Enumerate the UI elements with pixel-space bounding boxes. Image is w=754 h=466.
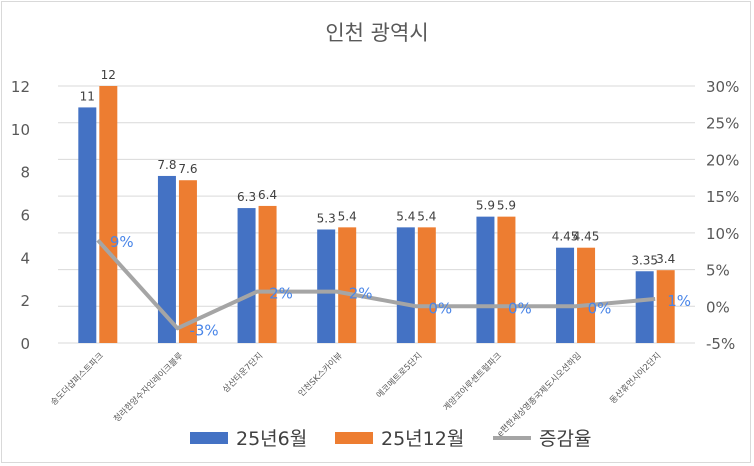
left-tick-label: 2 — [20, 292, 30, 310]
bar-data-label: 5.3 — [317, 211, 336, 225]
category-label: 계양코아루센트럴파크 — [441, 350, 504, 413]
bar-jun — [237, 208, 256, 343]
bars — [78, 86, 675, 344]
bar-data-label: 4.45 — [573, 230, 600, 244]
bar-data-label: 6.4 — [258, 188, 277, 202]
bar-dec — [497, 216, 516, 343]
bar-dec — [178, 180, 197, 343]
change-rate-label: 0% — [588, 299, 612, 317]
bar-data-label: 7.8 — [157, 158, 176, 172]
change-rate-label: 0% — [508, 299, 532, 317]
bar-dec — [338, 227, 357, 343]
bar-jun — [78, 107, 97, 344]
bar-data-label: 6.3 — [237, 190, 256, 204]
bar-jun — [157, 175, 176, 343]
bar-dec — [656, 270, 675, 343]
right-tick-label: 20% — [706, 151, 739, 169]
right-axis-ticks: -5% 0% 5% 10% 15% 20% 25% 30% — [706, 78, 739, 353]
change-rate-label: -3% — [189, 321, 218, 339]
category-label: 삼산타운7단지 — [220, 350, 265, 395]
bar-dec — [417, 227, 436, 343]
left-tick-label: 8 — [20, 164, 30, 182]
bar-data-label: 5.4 — [417, 209, 436, 223]
bar-jun — [635, 271, 654, 343]
bar-jun — [317, 229, 336, 343]
change-rate-polyline — [96, 238, 656, 331]
right-tick-label: 30% — [706, 78, 739, 96]
legend: 25년6월 25년12월 증감율 — [190, 428, 591, 450]
bar-dec — [99, 86, 118, 343]
right-tick-label: 10% — [706, 225, 739, 243]
bar-data-label: 3.4 — [656, 252, 675, 266]
category-label: 송도더샵퍼스트파크 — [48, 350, 106, 408]
left-tick-label: 0 — [20, 335, 30, 353]
legend-label: 25년6월 — [236, 428, 307, 450]
bar-data-label: 5.4 — [396, 209, 415, 223]
bar-dec — [577, 247, 596, 343]
bar-dec — [258, 205, 277, 343]
legend-swatch — [335, 432, 373, 444]
change-rate-label: 0% — [428, 299, 452, 317]
change-rate-line: 9% -3% 2% 2% 0% 0% 0% 1% — [96, 233, 691, 339]
category-labels: 송도더샵퍼스트파크 청라한양수자인레이크블루 삼산타운7단지 인천SK스카이뷰 에코메트… — [48, 350, 663, 439]
left-axis-ticks: 0 2 4 6 8 10 12 — [11, 78, 30, 353]
category-label: 에코메트로5단지 — [374, 350, 424, 400]
bar-data-label: 5.4 — [338, 209, 357, 223]
left-tick-label: 10 — [11, 121, 30, 139]
change-rate-label: 9% — [110, 233, 134, 251]
bar-jun — [556, 247, 575, 343]
category-label: 동산휴먼시아2단지 — [607, 350, 663, 406]
right-tick-label: 5% — [706, 262, 730, 280]
left-tick-label: 4 — [20, 249, 30, 267]
right-tick-label: -5% — [706, 335, 735, 353]
bar-data-label: 3.35 — [631, 253, 658, 267]
left-tick-label: 12 — [11, 78, 30, 96]
bar-jun — [476, 216, 495, 343]
category-label: 청라한양수자인레이크블루 — [111, 350, 185, 424]
legend-swatch — [190, 432, 228, 444]
bar-data-label: 4.45 — [552, 230, 579, 244]
legend-label: 증감율 — [539, 428, 591, 450]
right-tick-label: 25% — [706, 115, 739, 133]
change-rate-label: 2% — [349, 285, 373, 303]
right-tick-label: 15% — [706, 188, 739, 206]
chart-title: 인천 광역시 — [325, 21, 428, 45]
bar-data-label: 12 — [101, 68, 116, 82]
bar-data-label: 7.6 — [178, 162, 197, 176]
bar-data-label: 5.9 — [476, 199, 495, 213]
bar-jun — [396, 227, 415, 343]
bar-data-label: 5.9 — [497, 199, 516, 213]
left-tick-label: 6 — [20, 207, 30, 225]
legend-label: 25년12월 — [381, 428, 464, 450]
right-tick-label: 0% — [706, 298, 730, 316]
change-rate-label: 2% — [269, 285, 293, 303]
category-label: 인천SK스카이뷰 — [296, 350, 345, 399]
category-label: e편한세상영종국제도시오션하임 — [495, 350, 584, 439]
bar-data-label: 11 — [80, 89, 95, 103]
change-rate-label: 1% — [667, 292, 691, 310]
